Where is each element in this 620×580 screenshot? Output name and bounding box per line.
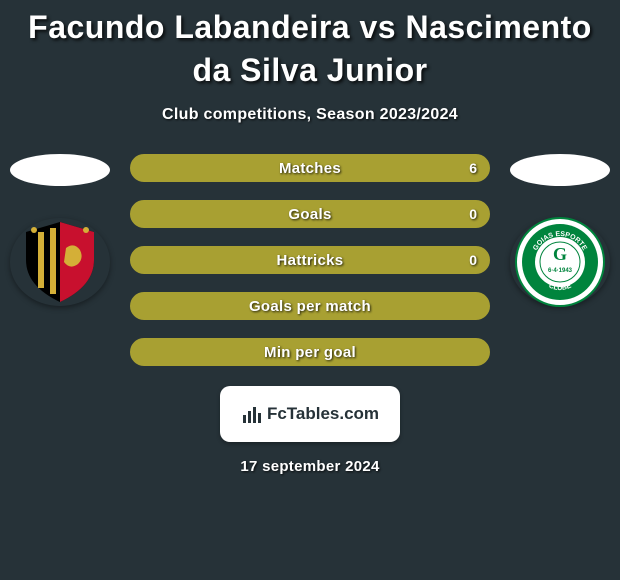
svg-text:6·4·1943: 6·4·1943 [548, 268, 573, 274]
fctables-logo: FcTables.com [220, 386, 400, 442]
sport-recife-crest [16, 218, 104, 306]
left-club-badge [10, 218, 110, 306]
bar-label: Goals [288, 206, 331, 223]
stat-bars: Matches 6 Goals 0 Hattricks 0 Goals per … [120, 154, 500, 366]
bar-matches: Matches 6 [130, 154, 490, 182]
comparison-title: Facundo Labandeira vs Nascimento da Silv… [0, 6, 620, 92]
bar-label: Goals per match [249, 298, 371, 315]
bar-label: Matches [279, 160, 341, 177]
bar-goals: Goals 0 [130, 200, 490, 228]
svg-text:G: G [553, 244, 567, 264]
goias-crest: GOIAS ESPORTE CLUBE G 6·4·1943 [514, 216, 606, 308]
bar-min-per-goal: Min per goal [130, 338, 490, 366]
chart-icon [241, 403, 263, 425]
bar-right-value: 6 [469, 160, 477, 176]
bar-goals-per-match: Goals per match [130, 292, 490, 320]
left-player-column [0, 154, 120, 306]
right-player-column: GOIAS ESPORTE CLUBE G 6·4·1943 [500, 154, 620, 306]
bar-label: Hattricks [277, 252, 344, 269]
infographic-container: Facundo Labandeira vs Nascimento da Silv… [0, 0, 620, 580]
bar-right-value: 0 [469, 252, 477, 268]
right-club-badge: GOIAS ESPORTE CLUBE G 6·4·1943 [510, 218, 610, 306]
bar-label: Min per goal [264, 344, 356, 361]
comparison-body: Matches 6 Goals 0 Hattricks 0 Goals per … [0, 154, 620, 366]
right-player-ellipse [510, 154, 610, 186]
footer-logo-text: FcTables.com [267, 404, 379, 424]
season-subtitle: Club competitions, Season 2023/2024 [162, 106, 458, 124]
infographic-date: 17 september 2024 [240, 458, 379, 475]
bar-hattricks: Hattricks 0 [130, 246, 490, 274]
bar-right-value: 0 [469, 206, 477, 222]
left-player-ellipse [10, 154, 110, 186]
